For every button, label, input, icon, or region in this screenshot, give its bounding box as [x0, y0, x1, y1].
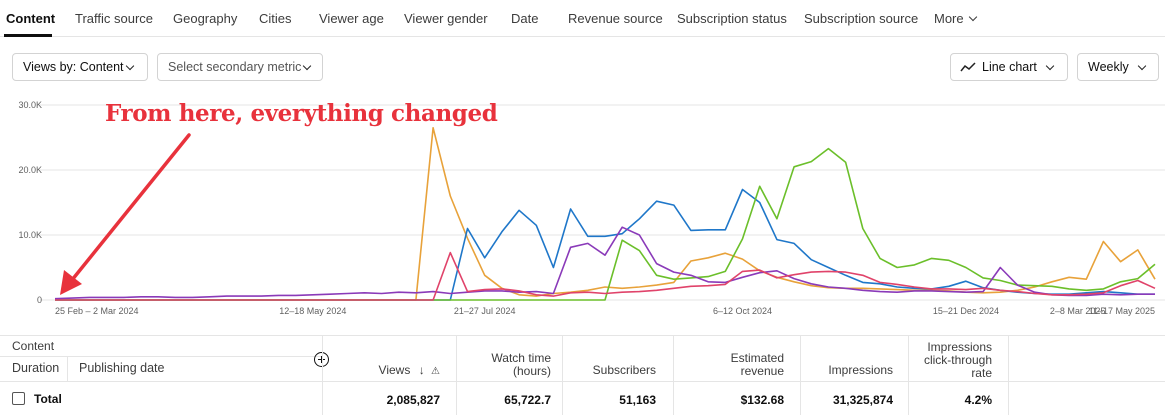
interval-label: Weekly [1088, 60, 1129, 74]
series-line-3 [54, 226, 1155, 300]
divider [908, 336, 909, 415]
chart-type-label: Line chart [982, 60, 1037, 74]
subscribers-total: 51,163 [619, 393, 656, 407]
watch-time-column-header[interactable]: Watch time (hours) [491, 351, 551, 378]
y-tick-label: 10.0K [18, 230, 42, 240]
report-tabs: Content Traffic source Geography Cities … [0, 0, 1165, 37]
tab-subscription-source[interactable]: Subscription source [804, 11, 919, 26]
warning-icon: ⚠ [431, 366, 440, 377]
tab-revenue-source[interactable]: Revenue source [568, 11, 663, 26]
views-header-label: Views [378, 363, 411, 377]
secondary-metric-label: Select secondary metric [168, 60, 302, 74]
y-tick-label: 20.0K [18, 165, 42, 175]
impressions-total: 31,325,874 [832, 393, 893, 407]
chevron-down-icon [968, 12, 977, 22]
tab-geography[interactable]: Geography [173, 11, 238, 26]
add-column-icon[interactable] [314, 352, 329, 367]
duration-column-header[interactable]: Duration [12, 361, 60, 375]
interval-dropdown[interactable]: Weekly [1077, 53, 1159, 81]
chevron-down-icon [1045, 61, 1055, 71]
y-tick-label: 0 [37, 295, 42, 305]
divider [0, 381, 1165, 382]
series-line-0 [55, 126, 1156, 301]
chevron-down-icon [302, 61, 312, 71]
divider [0, 356, 322, 357]
estimated-revenue-total: $132.68 [740, 393, 784, 407]
tab-subscription-status[interactable]: Subscription status [677, 11, 787, 26]
tab-more[interactable]: More [934, 11, 977, 26]
series-line-2 [55, 147, 1156, 301]
subscribers-column-header[interactable]: Subscribers [592, 363, 656, 377]
series-line-4 [55, 251, 1156, 301]
x-tick-label: 11–17 May 2025 [1089, 306, 1155, 316]
tab-cities[interactable]: Cities [259, 11, 292, 26]
views-by-dropdown[interactable]: Views by: Content [12, 53, 148, 81]
views-column-header[interactable]: Views ↓ ⚠ [330, 364, 440, 378]
chevron-down-icon [125, 61, 135, 71]
chevron-down-icon [1137, 61, 1147, 71]
tab-viewer-age[interactable]: Viewer age [319, 11, 384, 26]
y-tick-label: 30.0K [18, 100, 42, 110]
annotation-text: From here, everything changed [105, 100, 498, 127]
tab-date[interactable]: Date [511, 11, 539, 26]
divider [1008, 336, 1009, 415]
divider [456, 336, 457, 415]
secondary-metric-dropdown[interactable]: Select secondary metric [157, 53, 323, 81]
publishing-date-column-header[interactable]: Publishing date [79, 361, 165, 375]
arrowhead-icon [60, 270, 82, 295]
x-tick-label: 6–12 Oct 2024 [713, 306, 772, 316]
x-tick-label: 2–8 Mar 2025 [1050, 306, 1106, 316]
views-by-label: Views by: Content [23, 60, 124, 74]
content-table: Content Duration Publishing date Views ↓… [0, 335, 1165, 415]
chart-type-dropdown[interactable]: Line chart [950, 53, 1068, 81]
annotation-arrow [70, 133, 191, 282]
divider [322, 336, 323, 415]
estimated-revenue-column-header[interactable]: Estimated revenue [730, 351, 784, 378]
sort-down-icon: ↓ [418, 363, 425, 377]
divider [67, 357, 68, 381]
views-line-chart: 30.0K 20.0K 10.0K 0 25 Feb – 2 Mar 2024 12–18… [0, 90, 1165, 320]
series-line-1 [55, 188, 1155, 301]
active-tab-indicator [4, 34, 52, 37]
impressions-column-header[interactable]: Impressions [828, 363, 893, 377]
divider [562, 336, 563, 415]
table-group-label: Content [12, 339, 55, 353]
tab-content[interactable]: Content [6, 11, 56, 26]
x-tick-label: 25 Feb – 2 Mar 2024 [55, 306, 139, 316]
ctr-total: 4.2% [964, 393, 992, 407]
divider [673, 336, 674, 415]
chart-canvas: 30.0K 20.0K 10.0K 0 25 Feb – 2 Mar 2024 12–18… [18, 100, 1165, 316]
views-total: 2,085,827 [386, 393, 440, 407]
watch-time-total: 65,722.7 [504, 393, 551, 407]
x-tick-label: 12–18 May 2024 [279, 306, 346, 316]
x-tick-label: 21–27 Jul 2024 [454, 306, 516, 316]
tab-viewer-gender[interactable]: Viewer gender [404, 11, 488, 26]
x-tick-label: 15–21 Dec 2024 [933, 306, 999, 316]
tab-traffic-source[interactable]: Traffic source [75, 11, 154, 26]
total-row-label: Total [34, 392, 62, 406]
total-row-checkbox[interactable] [12, 392, 25, 405]
tab-more-label: More [934, 11, 964, 26]
ctr-column-header[interactable]: Impressions click-through rate [923, 340, 992, 380]
line-chart-icon [960, 62, 976, 72]
divider [800, 336, 801, 415]
